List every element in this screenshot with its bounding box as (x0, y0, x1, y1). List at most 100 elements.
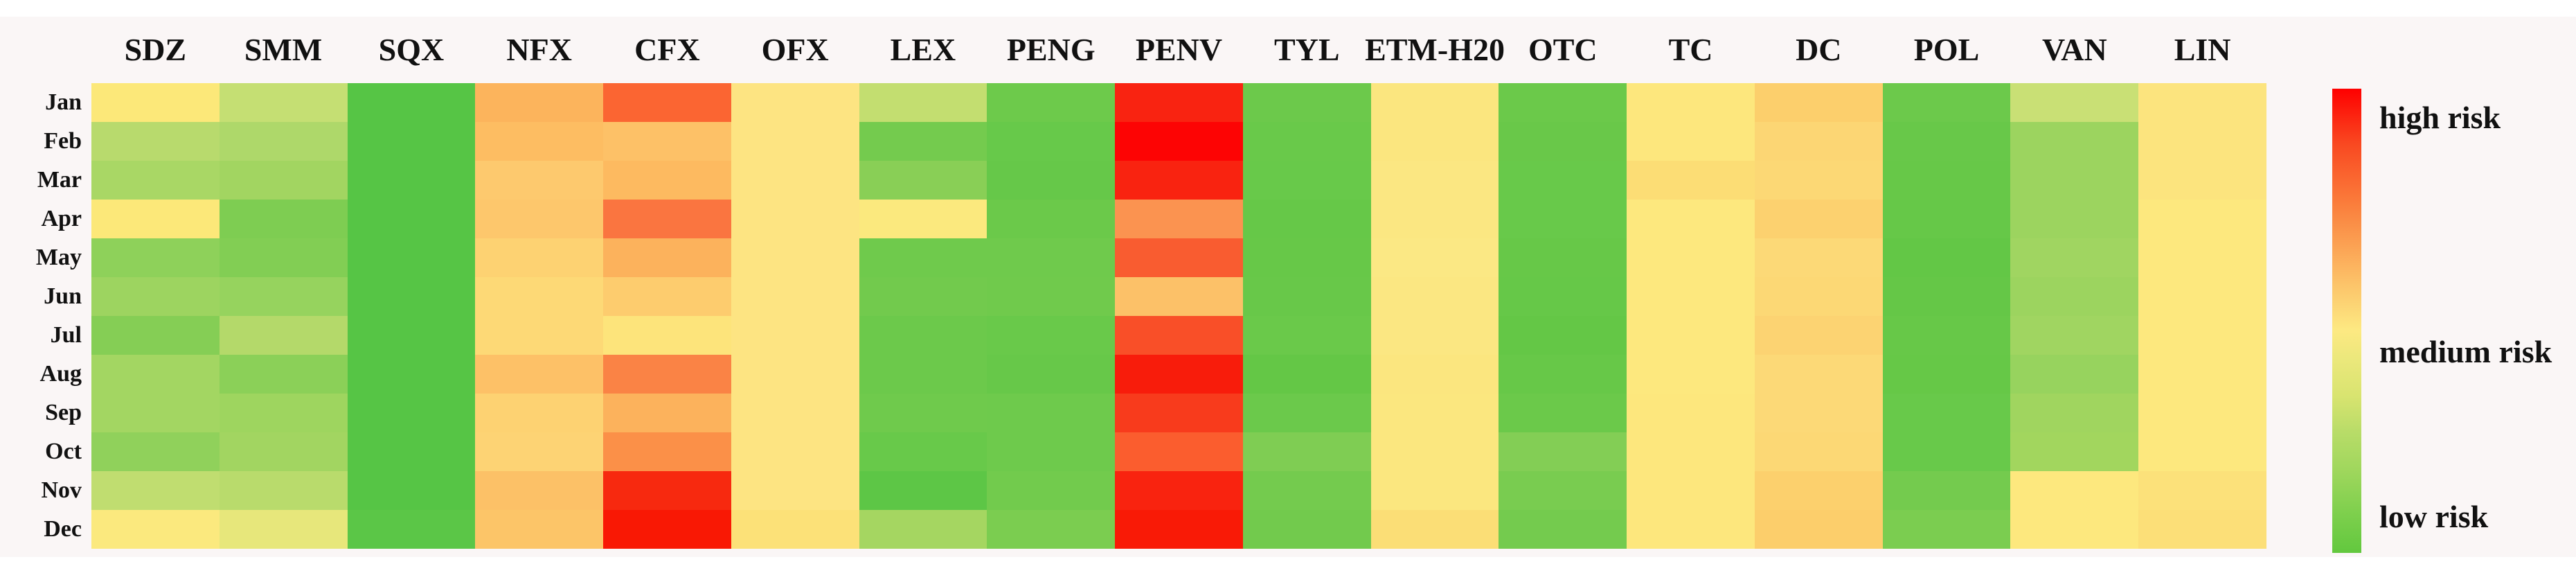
heatmap-cell (1370, 394, 1499, 432)
heatmap-cell (1754, 277, 1883, 316)
heatmap-cell (219, 277, 348, 316)
heatmap-cell (1370, 316, 1499, 355)
heatmap-cell (91, 161, 220, 200)
heatmap-cell (731, 238, 859, 277)
column-header-nfx: NFX (506, 32, 572, 67)
row-label-jan: Jan (45, 89, 82, 115)
heatmap-cell (1499, 471, 1627, 510)
heatmap-cell (1882, 355, 2011, 394)
heatmap-cell (603, 200, 731, 238)
heatmap-cell (987, 277, 1116, 316)
heatmap-cell (219, 432, 348, 471)
heatmap-cell (731, 277, 859, 316)
heatmap-cell (347, 83, 476, 122)
legend-label-low-risk: low risk (2379, 499, 2489, 534)
heatmap-cell (1242, 122, 1371, 161)
heatmap-cell (731, 83, 859, 122)
heatmap-cell (1754, 161, 1883, 200)
column-header-sdz: SDZ (124, 32, 187, 67)
heatmap-cell (1882, 200, 2011, 238)
heatmap-cell (1242, 355, 1371, 394)
heatmap-cell (2010, 394, 2139, 432)
heatmap-cell (475, 432, 604, 471)
heatmap-cell (603, 432, 731, 471)
heatmap-cell (91, 355, 220, 394)
heatmap-cell (219, 200, 348, 238)
heatmap-cell (2138, 432, 2266, 471)
column-header-tc: TC (1668, 32, 1713, 67)
column-header-sqx: SQX (378, 32, 445, 67)
heatmap-cell (475, 471, 604, 510)
heatmap-cell (1499, 394, 1627, 432)
heatmap-cell (91, 432, 220, 471)
heatmap-cell (347, 200, 476, 238)
heatmap-cell (1499, 277, 1627, 316)
heatmap-cell (1242, 161, 1371, 200)
heatmap-cell (1115, 355, 1243, 394)
heatmap-cell (859, 471, 987, 510)
heatmap-cell (987, 432, 1116, 471)
heatmap-cell (1370, 432, 1499, 471)
heatmap-cell (1115, 510, 1243, 549)
heatmap-cell (1882, 238, 2011, 277)
heatmap-cell (91, 277, 220, 316)
heatmap-cell (603, 471, 731, 510)
heatmap-cell (2138, 200, 2266, 238)
heatmap-cell (1370, 83, 1499, 122)
heatmap-cell (347, 238, 476, 277)
heatmap-cell (91, 510, 220, 549)
row-label-apr: Apr (41, 206, 82, 231)
heatmap-cell (987, 316, 1116, 355)
heatmap-cell (987, 394, 1116, 432)
heatmap-cell (2138, 83, 2266, 122)
heatmap-cell (475, 355, 604, 394)
heatmap-cell (2138, 471, 2266, 510)
heatmap-cell (1499, 432, 1627, 471)
heatmap-cell (1882, 432, 2011, 471)
heatmap-cell (475, 316, 604, 355)
heatmap-cell (347, 355, 476, 394)
heatmap-cell (1115, 471, 1243, 510)
row-label-jul: Jul (50, 322, 82, 348)
heatmap-cell (1754, 83, 1883, 122)
heatmap-cell (603, 83, 731, 122)
heatmap-cell (1499, 316, 1627, 355)
row-label-jun: Jun (44, 283, 82, 309)
heatmap-cell (859, 122, 987, 161)
heatmap-cell (1499, 122, 1627, 161)
heatmap-cell (1499, 355, 1627, 394)
heatmap-cell (1242, 471, 1371, 510)
heatmap-cell (347, 161, 476, 200)
heatmap-cell (91, 200, 220, 238)
heatmap-cell (603, 122, 731, 161)
heatmap-cell (731, 122, 859, 161)
heatmap-cell (475, 394, 604, 432)
heatmap-cell (859, 83, 987, 122)
heatmap-cell (1499, 238, 1627, 277)
heatmap-cell (475, 83, 604, 122)
heatmap-cell (603, 394, 731, 432)
heatmap-cell (1882, 161, 2011, 200)
heatmap-cell (1499, 200, 1627, 238)
heatmap-cell (1242, 316, 1371, 355)
row-label-nov: Nov (41, 477, 82, 503)
heatmap-cell (987, 471, 1116, 510)
heatmap-cell (475, 510, 604, 549)
heatmap-cell (603, 316, 731, 355)
heatmap-cell (859, 161, 987, 200)
heatmap-cell (219, 161, 348, 200)
heatmap-cell (731, 471, 859, 510)
heatmap-grid (91, 83, 2266, 549)
heatmap-cell (1627, 161, 1755, 200)
heatmap-cell (603, 161, 731, 200)
heatmap-cell (1627, 83, 1755, 122)
heatmap-cell (1370, 238, 1499, 277)
heatmap-cell (2010, 161, 2139, 200)
heatmap-cell (1627, 355, 1755, 394)
heatmap-cell (2010, 355, 2139, 394)
heatmap-cell (2010, 122, 2139, 161)
heatmap-cell (2138, 316, 2266, 355)
heatmap-cell (603, 238, 731, 277)
heatmap-cell (1754, 471, 1883, 510)
column-header-peng: PENG (1006, 32, 1095, 67)
